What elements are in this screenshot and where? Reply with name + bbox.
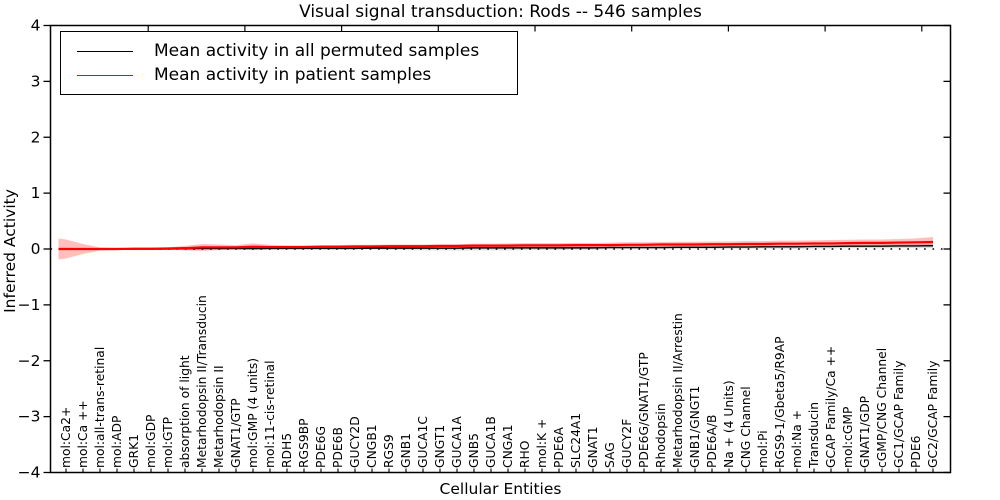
legend-line-sample-black [77,50,133,52]
band-patient-std [58,236,933,260]
x-tick-label: RGS9BP [297,418,311,468]
x-tick-label: PDE6B [331,427,345,468]
legend-box: Mean activity in all permuted samples Me… [60,31,518,95]
x-tick-label: SAG [603,442,617,468]
x-tick-label: GC2/GCAP Family [926,360,940,468]
y-tick-label: 3 [31,72,41,90]
x-tick-label: mol:GDP [144,415,158,468]
y-tick-label: −4 [18,464,41,482]
x-tick-label: CNGB1 [365,424,379,468]
chart-title: Visual signal transduction: Rods -- 546 … [299,2,702,22]
x-tick-label: GUCA1B [484,416,498,468]
x-tick-label: GNB1 [399,433,413,468]
x-tick-label: GCAP Family/Ca ++ [824,346,838,468]
x-tick-label: mol:GTP [161,417,175,468]
y-tick-label: −1 [18,296,41,314]
x-tick-label: mol:GMP (4 units) [246,358,260,468]
x-tick-label: PDE6A/B [705,415,719,468]
legend-line-sample-red [77,74,133,76]
x-tick-label: GUCY2F [620,419,634,468]
x-tick-label: SLC24A1 [569,413,583,468]
x-tick-label: GNAT1/GDP [858,396,872,468]
x-tick-label: RDH5 [280,433,294,468]
x-tick-label: mol:ADP [110,416,124,468]
series-line-patient [58,240,934,251]
x-tick-label: GUCA1A [450,416,464,468]
x-tick-label: cGMP/CNG Channel [875,348,889,468]
x-tick-label: PDE6G/GNAT1/GTP [637,352,651,468]
x-tick-label: Metarhodopsin II/Transducin [195,295,209,468]
x-tick-label: mol:Pi [756,430,770,468]
y-tick-label: 1 [31,184,41,202]
x-tick-label: Metarhodopsin II [212,365,226,468]
y-axis-label: Inferred Activity [1,189,19,313]
legend-item-patient: Mean activity in patient samples [77,63,507,87]
x-tick-label: mol:cGMP [841,407,855,468]
x-tick-label: GNB1/GNGT1 [688,386,702,468]
x-tick-label: mol:K + [535,419,549,468]
x-tick-label: CNGA1 [501,424,515,468]
legend-label: Mean activity in patient samples [154,65,432,85]
x-tick-label: mol:Na + [790,410,804,468]
x-tick-label: CNG Channel [739,386,753,468]
x-tick-label: mol:Ca2+ [59,407,73,468]
x-tick-label: Transducin [807,402,821,469]
x-tick-label: GNAT1/GTP [229,398,243,468]
x-tick-label: Rhodopsin [654,403,668,468]
legend-label: Mean activity in all permuted samples [154,41,480,61]
x-tick-label: GNB5 [467,433,481,468]
y-tick-label: −2 [18,352,41,370]
legend-item-permuted: Mean activity in all permuted samples [77,39,507,63]
x-tick-label: GRK1 [127,434,141,468]
x-tick-label: PDE6 [909,435,923,468]
y-tick-label: 4 [31,17,41,35]
x-tick-label: RGS9-1/Gbeta5/R9AP [773,336,787,468]
x-tick-label: Na + (4 Units) [722,380,736,468]
x-tick-label: GUCY2D [348,416,362,468]
x-tick-label: mol:11-cis-retinal [263,360,277,468]
x-tick-label: mol:Ca ++ [76,400,90,468]
x-tick-label: RHO [518,441,532,468]
y-tick-label: 2 [31,128,41,146]
x-tick-label: Metarhodopsin II/Arrestin [671,313,685,468]
x-tick-label: GUCA1C [416,416,430,468]
x-tick-label: mol:all-trans-retinal [93,347,107,468]
x-tick-label: absorption of light [178,355,192,468]
x-tick-label: GNAT1 [586,426,600,468]
y-tick-label: 0 [31,240,41,258]
x-tick-label: GC1/GCAP Family [892,360,906,468]
x-tick-label: RGS9 [382,434,396,468]
x-tick-label: PDE6G [314,426,328,468]
x-tick-label: PDE6A [552,427,566,468]
x-tick-label: GNGT1 [433,425,447,468]
x-axis-label: Cellular Entities [439,480,562,498]
y-tick-label: −3 [18,408,41,426]
